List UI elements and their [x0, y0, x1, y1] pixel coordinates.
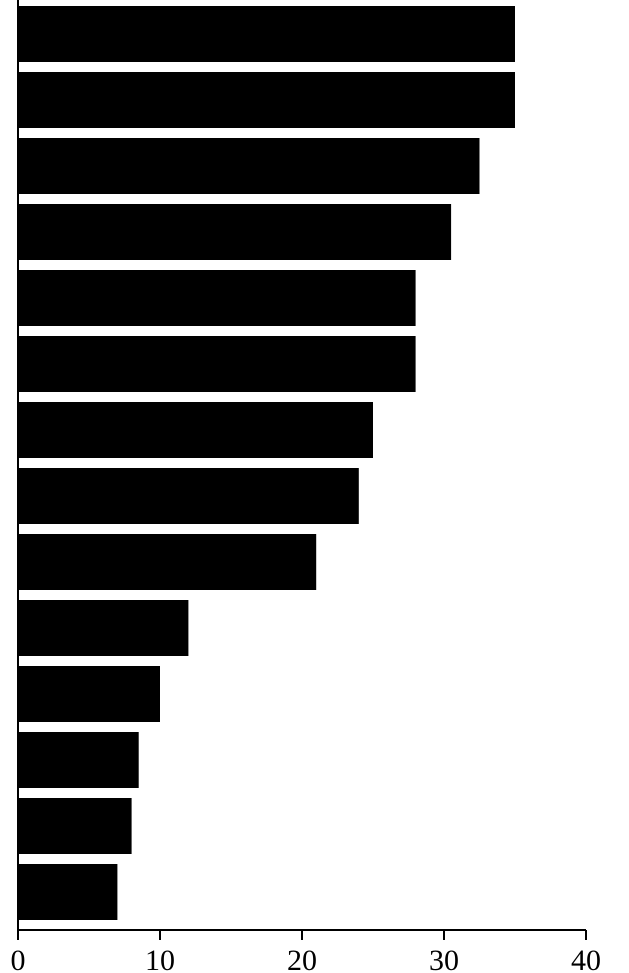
bar	[18, 534, 316, 590]
bar	[18, 600, 188, 656]
bar	[18, 732, 139, 788]
bar	[18, 666, 160, 722]
bar	[18, 468, 359, 524]
x-tick-label: 10	[145, 944, 175, 973]
x-tick-label: 20	[287, 944, 317, 973]
bar	[18, 798, 132, 854]
bar	[18, 270, 416, 326]
bar	[18, 336, 416, 392]
bar	[18, 138, 480, 194]
x-tick-label: 30	[429, 944, 459, 973]
bar	[18, 6, 515, 62]
x-tick-label: 40	[571, 944, 601, 973]
bar	[18, 72, 515, 128]
bar	[18, 864, 117, 920]
bar	[18, 402, 373, 458]
bar-chart: 0 10 20 30 40	[0, 0, 629, 973]
bar	[18, 204, 451, 260]
x-tick-label: 0	[11, 944, 26, 973]
